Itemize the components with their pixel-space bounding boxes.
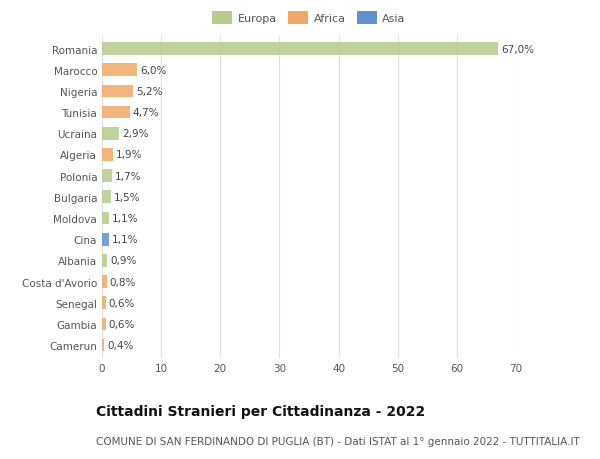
Text: 0,8%: 0,8% (110, 277, 136, 287)
Bar (102, 318, 106, 330)
Bar (102, 43, 498, 56)
Bar (102, 106, 130, 119)
Bar (102, 254, 107, 267)
Text: 0,6%: 0,6% (109, 298, 135, 308)
Text: 5,2%: 5,2% (136, 87, 162, 97)
Text: 2,9%: 2,9% (122, 129, 149, 139)
Text: 0,6%: 0,6% (109, 319, 135, 329)
Bar (102, 212, 109, 225)
Bar (102, 170, 112, 183)
Text: 67,0%: 67,0% (501, 45, 534, 55)
Text: 6,0%: 6,0% (140, 66, 167, 76)
Bar (102, 128, 119, 140)
Text: 4,7%: 4,7% (133, 108, 159, 118)
Legend: Europa, Africa, Asia: Europa, Africa, Asia (209, 9, 409, 28)
Text: 1,9%: 1,9% (116, 150, 143, 160)
Bar (102, 149, 113, 162)
Text: 1,1%: 1,1% (112, 235, 138, 245)
Bar (102, 85, 133, 98)
Text: 0,9%: 0,9% (110, 256, 137, 266)
Text: Cittadini Stranieri per Cittadinanza - 2022: Cittadini Stranieri per Cittadinanza - 2… (96, 404, 425, 418)
Text: 0,4%: 0,4% (107, 340, 134, 350)
Text: 1,5%: 1,5% (114, 192, 140, 202)
Text: 1,7%: 1,7% (115, 171, 142, 181)
Bar (102, 233, 109, 246)
Bar (102, 275, 107, 288)
Bar (102, 191, 111, 204)
Bar (102, 297, 106, 309)
Bar (102, 64, 137, 77)
Bar (102, 339, 104, 352)
Text: 1,1%: 1,1% (112, 213, 138, 224)
Text: COMUNE DI SAN FERDINANDO DI PUGLIA (BT) - Dati ISTAT al 1° gennaio 2022 - TUTTIT: COMUNE DI SAN FERDINANDO DI PUGLIA (BT) … (96, 436, 580, 446)
